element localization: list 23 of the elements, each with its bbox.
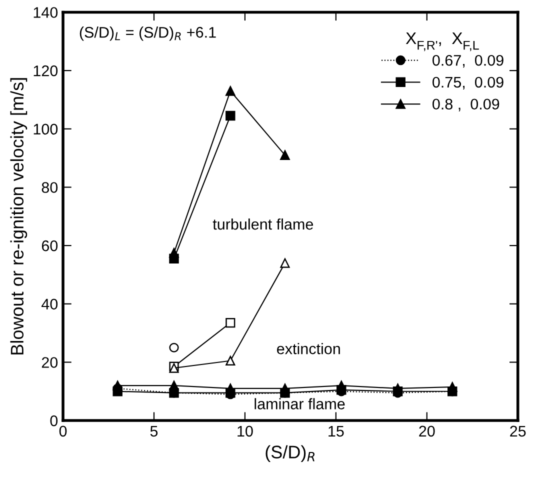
x-axis-title: (S/D)$_{R}$ — [266, 445, 314, 462]
annotation: extinction — [277, 343, 340, 354]
y-tick-label: 0 — [50, 415, 58, 426]
y-tick-label: 60 — [42, 240, 58, 252]
x-tick-label: 25 — [510, 426, 526, 437]
y-tick-label: 100 — [34, 124, 58, 135]
x-tick-label: 0 — [59, 426, 67, 437]
y-tick-label: 80 — [42, 182, 58, 193]
y-tick-label: 140 — [34, 7, 58, 18]
y-tick-label: 20 — [42, 357, 58, 368]
x-tick-label: 15 — [328, 426, 344, 437]
legend-label: 0.67, 0.09 — [432, 54, 504, 68]
x-tick-label: 5 — [150, 426, 158, 437]
y-tick-label: 120 — [34, 65, 58, 76]
legend-label: 0.75, 0.09 — [432, 76, 504, 90]
y-tick-label: 40 — [42, 298, 58, 310]
annotation: turbulent flame — [212, 218, 314, 230]
x-tick-label: 10 — [238, 426, 253, 437]
x-tick-label: 20 — [419, 426, 435, 437]
legend-label: 0.8 , 0.09 — [432, 98, 500, 112]
y-axis-title: Blowout or re-ignition velocity [m/s] — [10, 78, 28, 354]
annotation: (S/D)$_{L}$ = (S/D)$_{R}$ +6.1 — [80, 26, 216, 41]
annotation: laminar flame — [254, 398, 345, 410]
